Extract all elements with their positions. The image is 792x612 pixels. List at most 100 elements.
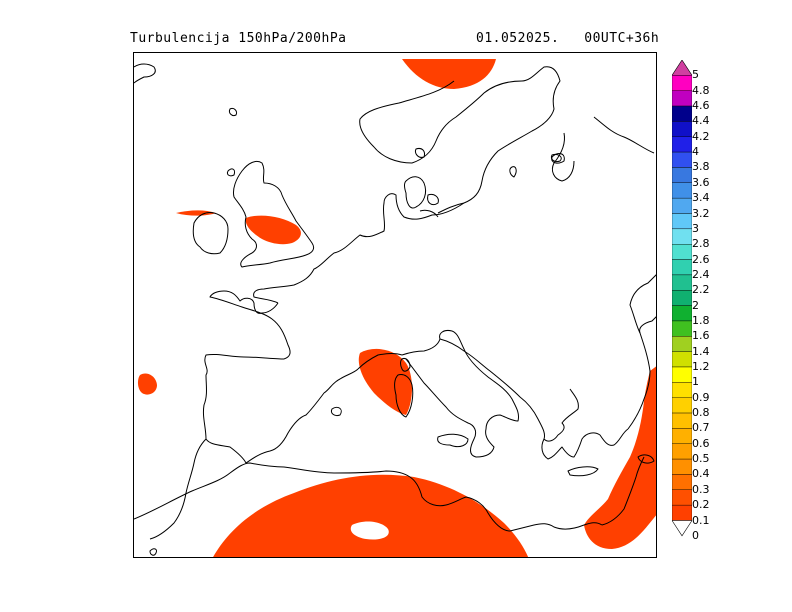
color-scale-label: 2.4: [692, 267, 710, 281]
island-hebrides: [227, 168, 235, 177]
island-sicily: [437, 433, 469, 448]
island-gotland: [509, 166, 517, 178]
color-scale-swatch: [672, 474, 692, 491]
color-scale-label: 3.2: [692, 206, 710, 220]
color-scale-label: 0.7: [692, 421, 710, 435]
color-scale-top-arrow: [672, 60, 692, 76]
map-svg: [134, 59, 656, 557]
coastline-ireland: [192, 212, 229, 255]
color-scale-label: 1.8: [692, 313, 710, 327]
coastline-baltic-east: [551, 132, 575, 182]
color-scale-label: 4.6: [692, 99, 710, 113]
color-scale-label: 1: [692, 375, 699, 389]
coastline-black-sea: [629, 274, 656, 334]
turbulence-area-north-africa: [213, 474, 529, 557]
color-scale-label: 1.4: [692, 344, 710, 358]
color-scale-label: 0.3: [692, 482, 710, 496]
map-title: Turbulencija 150hPa/200hPa: [130, 31, 347, 46]
coastline-france-atlantic: [209, 290, 291, 360]
forecast-time: 01.052025. 00UTC+36h: [476, 31, 659, 46]
color-scale-swatch: [672, 151, 692, 168]
color-scale-label: 3.4: [692, 191, 710, 205]
map-area: [133, 52, 657, 558]
coastline-finland: [593, 116, 655, 154]
forecast-lead: 00UTC+36h: [584, 31, 660, 46]
color-scale-label: 3: [692, 221, 699, 235]
coastline-greece: [541, 428, 629, 460]
color-scale-label: 2.2: [692, 283, 710, 297]
color-scale-swatch: [672, 228, 692, 245]
color-scale-swatch: [672, 412, 692, 429]
coastline-denmark: [404, 176, 427, 209]
coastline-turkey: [627, 316, 656, 430]
lakes: [415, 148, 565, 164]
color-scale-label: 0.8: [692, 406, 710, 420]
color-scale-label: 0.6: [692, 436, 710, 450]
color-scale-swatch: [672, 397, 692, 414]
island-sardinia: [394, 374, 414, 418]
color-scale-swatch: [672, 121, 692, 137]
color-scale-label: 4.8: [692, 83, 710, 97]
turbulence-area-atlantic: [137, 373, 157, 395]
color-scale-swatch: [672, 274, 692, 291]
coastline-iberia: [202, 353, 359, 464]
color-scale-swatch: [672, 182, 692, 199]
color-scale-swatch: [672, 213, 692, 230]
color-scale-swatch: [672, 75, 692, 91]
color-scale-label: 3.6: [692, 175, 710, 189]
coastline-balkans: [439, 338, 579, 442]
color-scale-label: 4.2: [692, 129, 710, 143]
color-scale-label: 0.4: [692, 467, 710, 481]
color-scale-label: 4: [692, 145, 699, 159]
color-scale-label: 4.4: [692, 114, 710, 128]
island-crete: [567, 466, 599, 477]
lake-vanern: [415, 148, 425, 158]
color-scale: [672, 60, 692, 546]
island-shetland: [229, 108, 237, 116]
coastline-scandinavia: [359, 66, 561, 214]
coastlines: [134, 63, 656, 556]
color-scale-swatch: [672, 320, 692, 337]
forecast-date: 01.052025.: [476, 31, 560, 46]
color-scale-swatch: [672, 458, 692, 475]
color-scale-swatch: [672, 90, 692, 107]
color-scale-swatch: [672, 366, 692, 383]
color-scale-label: 0.2: [692, 498, 710, 512]
turbulence-area-eastern-med: [584, 366, 656, 549]
color-scale-swatch: [672, 167, 692, 183]
island-zealand: [427, 194, 439, 206]
color-scale-swatch: [672, 336, 692, 352]
color-scale-swatch: [672, 443, 692, 460]
color-scale-label: 0.5: [692, 452, 710, 466]
color-scale-label: 3.8: [692, 160, 710, 174]
color-scale-label: 2.8: [692, 237, 710, 251]
color-scale-swatch: [672, 489, 692, 506]
island-corsica: [400, 358, 411, 372]
coastline-levant: [601, 456, 645, 526]
coastline-italy: [401, 330, 519, 458]
color-scale-label: 1.6: [692, 329, 710, 343]
turbulence-area-ireland-streak: [176, 210, 216, 216]
color-scale-bottom-arrow: [672, 520, 692, 537]
color-scale-swatch: [672, 259, 692, 276]
turbulence-area-corsica: [358, 348, 412, 415]
turbulence-area-uk: [245, 215, 301, 245]
color-scale-label: 0: [692, 528, 699, 542]
color-scale-label: 5: [692, 68, 699, 82]
color-scale-bar: [672, 60, 692, 537]
coastline-canary: [149, 548, 157, 556]
turbulence-area-scandinavia: [402, 59, 496, 89]
color-scale-swatch: [672, 382, 692, 398]
coastline-morocco: [149, 438, 207, 540]
color-scale-swatch: [672, 136, 692, 153]
coastline-north-sea: [253, 193, 465, 304]
color-scale-swatch: [672, 305, 692, 322]
color-scale-swatch: [672, 290, 692, 306]
coastline-great-britain: [233, 160, 315, 268]
coastline-north-africa: [134, 462, 603, 532]
coastline-northwest-corner: [134, 63, 156, 84]
color-scale-swatch: [672, 243, 692, 260]
color-scale-swatch: [672, 197, 692, 214]
island-cyprus: [637, 454, 655, 464]
color-scale-label: 0.1: [692, 513, 710, 527]
